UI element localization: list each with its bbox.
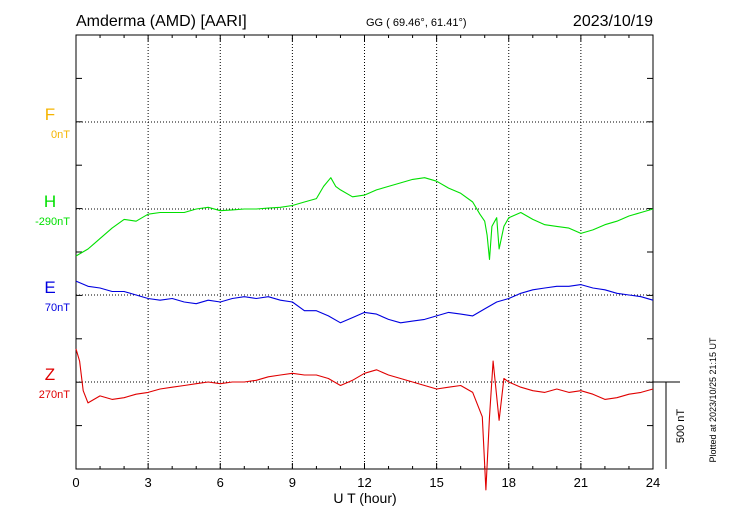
trace-h bbox=[75, 177, 654, 261]
series-name-h: H bbox=[44, 192, 56, 211]
series-name-e: E bbox=[44, 278, 55, 297]
station-coordinates: GG ( 69.46°, 61.41°) bbox=[366, 17, 467, 29]
series-baseline-f: 0nT bbox=[51, 129, 70, 141]
x-tick-label: 18 bbox=[502, 475, 516, 490]
trace-e bbox=[75, 280, 654, 324]
axis-ticks bbox=[75, 35, 654, 469]
x-tick-label: 3 bbox=[145, 475, 152, 490]
scale-bar-label: 500 nT bbox=[675, 409, 687, 444]
grid-lines bbox=[76, 35, 653, 469]
x-tick-label: 0 bbox=[72, 475, 79, 490]
series-labels: F 0nT H -290nT E 70nT Z 270nT bbox=[35, 105, 70, 401]
x-tick-label: 6 bbox=[217, 475, 224, 490]
series-baseline-z: 270nT bbox=[39, 389, 70, 401]
x-tick-labels: 0 3 6 9 12 15 18 21 24 bbox=[72, 475, 660, 490]
chart-date: 2023/10/19 bbox=[573, 13, 653, 30]
x-tick-label: 12 bbox=[357, 475, 371, 490]
station-title: Amderma (AMD) [AARI] bbox=[76, 13, 247, 30]
series-name-z: Z bbox=[45, 365, 55, 384]
plotted-timestamp: Plotted at 2023/10/25 21:15 UT bbox=[708, 337, 718, 463]
series-baseline-h: -290nT bbox=[35, 216, 70, 228]
x-axis-label: U T (hour) bbox=[333, 490, 396, 506]
x-tick-label: 24 bbox=[646, 475, 660, 490]
x-tick-label: 15 bbox=[429, 475, 443, 490]
series-baseline-e: 70nT bbox=[45, 302, 70, 314]
trace-z bbox=[75, 348, 654, 491]
series-name-f: F bbox=[45, 105, 55, 124]
trace-lines bbox=[75, 177, 654, 491]
x-tick-label: 9 bbox=[289, 475, 296, 490]
x-tick-label: 21 bbox=[574, 475, 588, 490]
